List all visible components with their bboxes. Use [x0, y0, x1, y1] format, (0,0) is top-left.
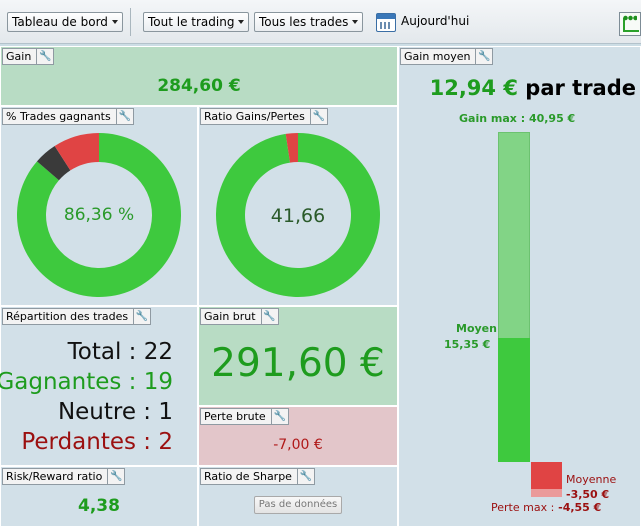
wrench-icon[interactable]: 🔧 [296, 469, 314, 484]
wrench-icon[interactable]: 🔧 [133, 309, 150, 324]
win-trades-center-label: 86,36 % [63, 205, 135, 225]
avg-gain-bar [498, 338, 530, 462]
risk-reward-panel: Risk/Reward ratio 🔧 4,38 [0, 466, 198, 527]
avg-loss-value: -3,50 € [566, 488, 610, 501]
today-button[interactable]: Aujourd'hui [401, 14, 470, 28]
gross-gain-panel: Gain brut 🔧 291,60 € [198, 306, 398, 406]
sharpe-panel-title: Ratio de Sharpe 🔧 [200, 468, 315, 485]
chart-icon[interactable] [619, 12, 641, 36]
avg-gain-value: 12,94 € [429, 76, 518, 100]
trades-filter-dropdown[interactable]: Tous les trades [254, 12, 364, 32]
no-data-button[interactable]: Pas de données [254, 496, 342, 514]
avg-loss-label: Moyenne [566, 473, 617, 486]
wrench-icon[interactable]: 🔧 [107, 469, 124, 484]
wrench-icon[interactable]: 🔧 [36, 49, 53, 64]
breakdown-panel-title: Répartition des trades 🔧 [2, 308, 152, 325]
trading-filter-dropdown[interactable]: Tout le trading [143, 12, 250, 32]
risk-reward-title-text: Risk/Reward ratio [6, 470, 103, 483]
max-gain-label-text: Gain max : [459, 112, 526, 125]
donut-slice-neutral [37, 146, 71, 181]
sharpe-panel: Ratio de Sharpe 🔧 Pas de données [198, 466, 398, 527]
max-gain-value: 40,95 € [528, 112, 576, 125]
breakdown-winners: Gagnantes : 19 [0, 369, 173, 395]
wrench-icon[interactable]: 🔧 [115, 109, 133, 124]
max-loss-value: -4,55 € [558, 501, 602, 514]
gain-panel: Gain 🔧 284,60 € [0, 46, 398, 106]
calendar-icon[interactable] [376, 13, 396, 32]
dashboard-dropdown-label: Tableau de bord [12, 15, 108, 29]
sharpe-title-text: Ratio de Sharpe [204, 470, 292, 483]
gross-gain-value: 291,60 € [211, 341, 385, 386]
gross-gain-panel-title: Gain brut 🔧 [200, 308, 279, 325]
breakdown-neutral: Neutre : 1 [57, 399, 173, 425]
avg-value: 15,35 € [444, 338, 491, 351]
gain-panel-title: Gain 🔧 [2, 48, 55, 65]
wrench-icon[interactable]: 🔧 [260, 309, 278, 324]
chevron-down-icon [352, 20, 359, 24]
gross-loss-panel: Perte brute 🔧 -7,00 € [198, 406, 398, 466]
avg-gain-panel-title: Gain moyen 🔧 [400, 48, 494, 65]
ratio-panel-title: Ratio Gains/Pertes 🔧 [200, 108, 328, 125]
gross-loss-title-text: Perte brute [204, 410, 266, 423]
toolbar: Tableau de bord Tout le trading Tous les… [0, 0, 641, 44]
gain-title-text: Gain [6, 50, 32, 63]
win-trades-panel: % Trades gagnants 🔧 86,36 % [0, 106, 198, 306]
donut-slice-losses [285, 133, 298, 163]
gross-gain-title-text: Gain brut [204, 310, 256, 323]
risk-reward-value: 4,38 [78, 496, 120, 516]
max-loss-label-text: Perte max : [491, 501, 555, 514]
breakdown-panel: Répartition des trades 🔧 Total : 22 Gagn… [0, 306, 198, 466]
gross-loss-value: -7,00 € [273, 437, 323, 453]
avg-gain-headline: 12,94 € par trade [399, 76, 640, 100]
breakdown-total: Total : 22 [67, 339, 173, 365]
avg-loss-bar [531, 462, 562, 489]
max-gain-label: Gain max : 40,95 € [459, 112, 575, 125]
ratio-title-text: Ratio Gains/Pertes [204, 110, 305, 123]
dashboard-dropdown[interactable]: Tableau de bord [7, 12, 123, 32]
avg-gain-panel: Gain moyen 🔧 12,94 € par trade Gain max … [398, 46, 641, 527]
max-loss-label: Perte max : -4,55 € [491, 501, 601, 514]
win-trades-panel-title: % Trades gagnants 🔧 [2, 108, 134, 125]
gross-loss-panel-title: Perte brute 🔧 [200, 408, 289, 425]
trades-filter-label: Tous les trades [259, 15, 349, 29]
ratio-donut [216, 133, 380, 297]
gain-value: 284,60 € [157, 76, 241, 96]
win-trades-donut [17, 133, 181, 297]
breakdown-title-text: Répartition des trades [6, 310, 129, 323]
wrench-icon[interactable]: 🔧 [270, 409, 288, 424]
avg-label: Moyen [456, 322, 497, 335]
trading-filter-label: Tout le trading [148, 15, 235, 29]
toolbar-separator [130, 8, 131, 36]
ratio-panel: Ratio Gains/Pertes 🔧 41,66 [198, 106, 398, 306]
ratio-center-label: 41,66 [270, 205, 326, 227]
avg-gain-title-text: Gain moyen [404, 50, 471, 63]
donut-slice-losers [54, 133, 99, 171]
wrench-icon[interactable]: 🔧 [475, 49, 492, 64]
avg-gain-suffix: par trade [525, 76, 636, 100]
risk-reward-panel-title: Risk/Reward ratio 🔧 [2, 468, 126, 485]
chevron-down-icon [238, 20, 245, 24]
chevron-down-icon [111, 20, 118, 24]
wrench-icon[interactable]: 🔧 [309, 109, 327, 124]
win-trades-title-text: % Trades gagnants [6, 110, 111, 123]
breakdown-losers: Perdantes : 2 [21, 429, 173, 455]
donut-slice-winners [17, 133, 181, 297]
donut-slice-gains [216, 133, 380, 297]
